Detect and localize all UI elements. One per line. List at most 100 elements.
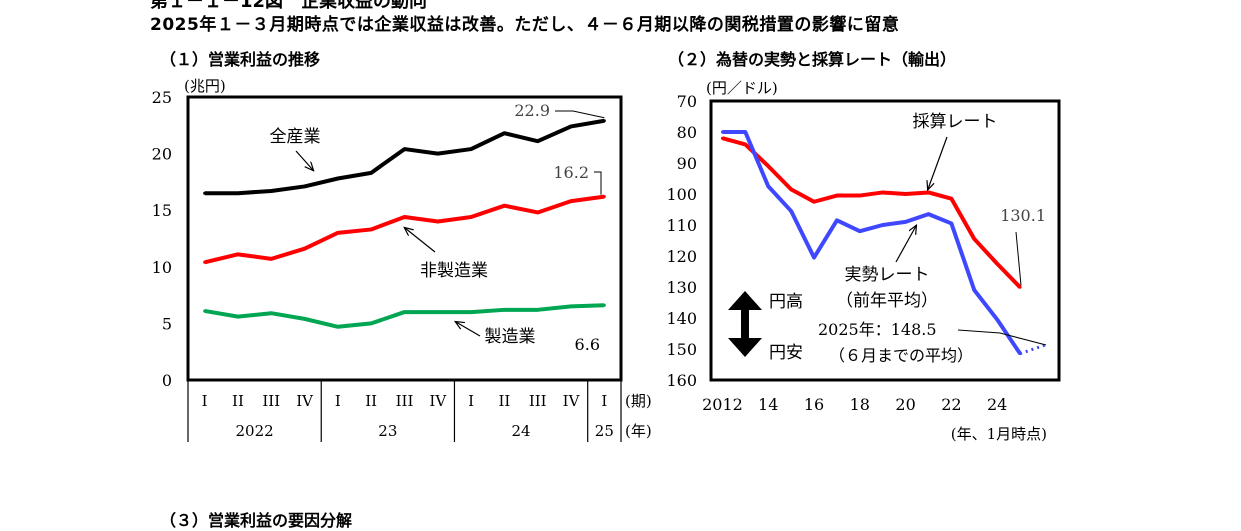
chart1-data-point (602, 303, 606, 307)
chart2-x-note: (年、1月時点) (951, 425, 1047, 443)
chart1-y-tick-label: 25 (152, 88, 172, 107)
chart1-data-point (236, 252, 240, 256)
chart2-x-tick-label: 14 (758, 395, 778, 414)
chart1-y-tick-label: 0 (162, 371, 172, 390)
chart1-value-leader-nonmfg (594, 171, 602, 195)
chart1-data-point (403, 310, 406, 314)
chart2-leader-arrow-rate (928, 136, 948, 189)
chart1-data-point (203, 191, 207, 195)
chart1-x-tick-label: III (262, 392, 280, 410)
chart1-data-point (203, 309, 207, 313)
chart2-annotation-leader (957, 329, 1047, 346)
chart1-period-unit: (期) (625, 392, 652, 410)
chart1-data-point (236, 315, 240, 319)
chart1-data-point (369, 321, 373, 325)
chart2-data-point (812, 200, 816, 204)
chart2-data-point (835, 194, 839, 198)
chart1-data-point (536, 139, 540, 143)
chart1-data-point (536, 210, 540, 214)
chart1-series-label-all: 全産業 (270, 127, 321, 147)
chart2-series-label-actual-note: （前年平均） (836, 291, 938, 311)
chart2-data-point (904, 192, 908, 196)
chart2-label-yen-strong: 円高 (769, 292, 803, 312)
chart1-data-point (336, 177, 340, 181)
chart1-data-point (303, 184, 307, 188)
chart2-data-point (858, 194, 862, 198)
chart2-data-point (812, 256, 816, 260)
chart2-y-tick-label: 150 (666, 340, 697, 359)
chart2-data-point (995, 262, 999, 266)
double-arrow-up-head (728, 291, 762, 310)
chart2-series-label-actual: 実勢レート (845, 265, 930, 285)
chart1-unit-label: (兆円) (184, 77, 226, 95)
chart1-data-point (269, 311, 273, 315)
chart1-data-point (303, 317, 307, 321)
chart1-leader-arrow-mfg (456, 322, 481, 337)
chart2-series-label-rate: 採算レート (913, 112, 998, 132)
chart1-data-point (502, 308, 506, 312)
chart1-value-label-mfg: 6.6 (575, 335, 600, 354)
double-arrow-shaft (741, 306, 749, 342)
chart1-data-point (436, 220, 440, 224)
chart1-data-point (436, 152, 440, 156)
chart2-data-point (835, 218, 839, 222)
chart1-series-label-nonmfg: 非製造業 (420, 261, 488, 281)
chart2-y-tick-label: 120 (666, 247, 697, 266)
chart2-plot-frame (709, 99, 1061, 382)
chart1-data-point (369, 171, 373, 175)
chart1-x-tick-label: I (335, 392, 341, 410)
chart2-data-point (766, 184, 770, 188)
chart1-value-leader-all (555, 110, 605, 119)
figure-heading: 第１－１－12図 企業収益の動向 (150, 0, 428, 12)
double-arrow-down-head (728, 338, 762, 357)
chart2-data-point (949, 197, 953, 201)
chart1-data-point (403, 147, 406, 151)
chart1-x-tick-label: II (365, 392, 377, 410)
chart2-data-point (858, 229, 862, 233)
chart2-data-point (743, 130, 747, 134)
chart1-data-point (569, 124, 573, 128)
chart1-data-point (569, 199, 573, 203)
chart2-x-tick-label: 18 (850, 395, 870, 414)
chart2-data-point (972, 237, 976, 241)
chart1-title: （１）営業利益の推移 (160, 50, 321, 69)
chart2-y-tick-label: 100 (666, 185, 697, 204)
chart2-x-tick-label: 24 (987, 395, 1007, 414)
chart2-annotation-avg: 2025年：148.5 (818, 320, 937, 339)
chart1-x-tick-label: IV (429, 392, 447, 410)
chart2-y-tick-label: 80 (677, 123, 697, 142)
chart1-x-tick-label: IV (296, 392, 314, 410)
chart1-x-tick-label: II (498, 392, 510, 410)
chart2-y-tick-label: 70 (677, 92, 697, 111)
chart1-year-label: 25 (595, 422, 614, 440)
chart2-data-point (720, 136, 724, 140)
chart1-data-point (469, 215, 473, 219)
chart2-series-line-1 (722, 130, 1022, 355)
chart2-leader-arrow-actual (895, 226, 916, 263)
chart1-plot-frame (186, 95, 623, 382)
chart1-y-tick-label: 10 (152, 258, 172, 277)
chart1-series-line-1 (204, 194, 605, 265)
chart1-data-point (469, 147, 473, 151)
chart1-year-unit: (年) (625, 422, 652, 440)
chart1-x-tick-label: III (529, 392, 547, 410)
chart1-data-point (436, 310, 440, 314)
chart1-year-label: 2022 (236, 422, 274, 440)
chart2-x-tick-label: 22 (941, 395, 961, 414)
chart2-title: （２）為替の実勢と採算レート（輸出） (668, 50, 957, 69)
chart2-series-line-0 (721, 136, 1022, 289)
chart1-series-label-mfg: 製造業 (485, 327, 536, 347)
chart1-data-point (303, 247, 307, 251)
exchange-rate-chart: (円／ドル) 70 80 90 100 110 120 130 140 150 160 2012 14 1… (666, 79, 1061, 443)
chart1-data-point (602, 119, 606, 123)
chart1-series-line-2 (204, 303, 605, 329)
chart2-data-point (789, 187, 793, 191)
chart1-value-label-all: 22.9 (514, 101, 550, 120)
chart2-y-tick-label: 110 (666, 216, 697, 235)
chart2-data-point (743, 142, 747, 146)
chart1-data-point (203, 260, 207, 264)
chart1-x-tick-label: III (396, 392, 414, 410)
chart1-data-point (336, 325, 340, 329)
chart1-year-label: 23 (378, 422, 397, 440)
